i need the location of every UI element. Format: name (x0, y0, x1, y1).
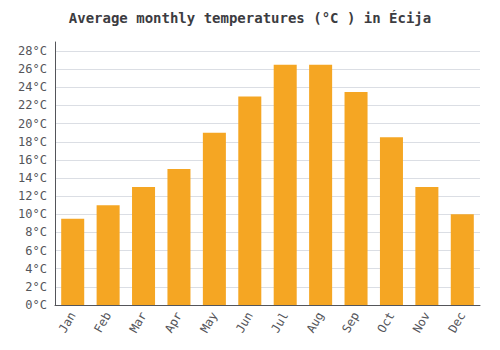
svg-text:Nov: Nov (410, 309, 433, 335)
svg-text:Feb: Feb (91, 309, 114, 335)
svg-text:Jul: Jul (268, 309, 291, 335)
svg-text:Oct: Oct (375, 309, 398, 335)
svg-text:May: May (197, 309, 220, 335)
svg-text:Jun: Jun (233, 309, 256, 335)
svg-text:26°C: 26°C (18, 62, 47, 76)
svg-text:10°C: 10°C (18, 207, 47, 221)
svg-text:Apr: Apr (162, 309, 185, 335)
svg-text:Dec: Dec (445, 309, 468, 335)
svg-text:4°C: 4°C (25, 262, 47, 276)
svg-text:28°C: 28°C (18, 44, 47, 58)
svg-text:18°C: 18°C (18, 135, 47, 149)
svg-text:0°C: 0°C (25, 298, 47, 312)
svg-text:Aug: Aug (304, 309, 327, 335)
svg-text:20°C: 20°C (18, 117, 47, 131)
svg-text:16°C: 16°C (18, 153, 47, 167)
svg-text:24°C: 24°C (18, 80, 47, 94)
svg-text:12°C: 12°C (18, 189, 47, 203)
svg-text:Average monthly temperatures (: Average monthly temperatures (°C ) in Éc… (69, 10, 431, 26)
svg-text:Sep: Sep (339, 309, 362, 335)
svg-text:Mar: Mar (127, 309, 150, 335)
svg-text:6°C: 6°C (25, 244, 47, 258)
svg-text:2°C: 2°C (25, 280, 47, 294)
svg-text:Jan: Jan (56, 309, 79, 335)
svg-text:22°C: 22°C (18, 98, 47, 112)
svg-text:14°C: 14°C (18, 171, 47, 185)
svg-text:8°C: 8°C (25, 225, 47, 239)
